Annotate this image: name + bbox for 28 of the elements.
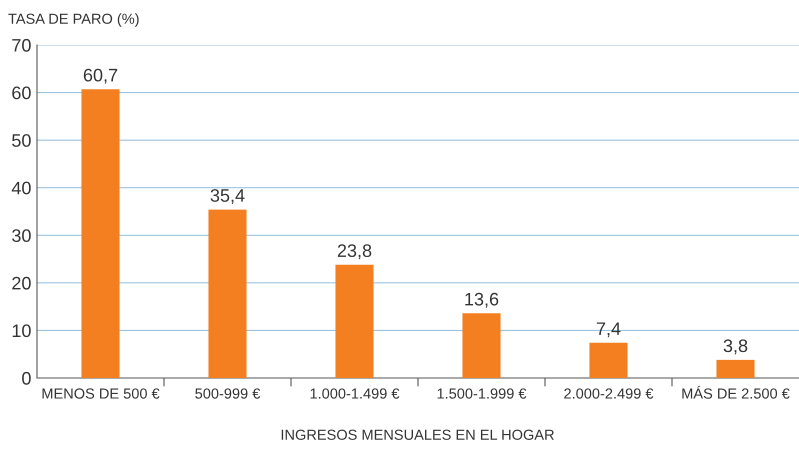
bar xyxy=(208,210,247,378)
x-tick-label: 1.000-1.499 € xyxy=(310,388,400,399)
x-tick-label: 2.000-2.499 € xyxy=(564,388,654,399)
x-tick-label: MÁS DE 2.500 € xyxy=(682,386,790,399)
bar xyxy=(335,264,374,378)
y-tick-label: 60 xyxy=(12,86,31,100)
y-tick-label: 10 xyxy=(12,324,31,338)
x-tick-label: 1.500-1.999 € xyxy=(438,388,526,399)
data-label: 3,8 xyxy=(724,339,748,354)
y-axis-title: TASA DE PARO (%) xyxy=(8,13,139,27)
data-label: 60,7 xyxy=(84,68,118,84)
bar xyxy=(716,360,755,378)
bar xyxy=(462,313,501,378)
data-label: 35,4 xyxy=(210,189,245,204)
x-tick-label: MENOS DE 500 € xyxy=(42,388,160,399)
bar xyxy=(589,342,628,378)
x-tick-label: 500-999 € xyxy=(195,388,260,399)
y-tick-label: 50 xyxy=(12,134,31,147)
y-tick-label: 70 xyxy=(12,38,31,52)
bar xyxy=(81,89,120,378)
data-label: 23,8 xyxy=(338,244,372,260)
y-tick-label: 20 xyxy=(12,276,31,290)
x-axis-title: INGRESOS MENSUALES EN EL HOGAR xyxy=(282,430,554,440)
data-label: 13,6 xyxy=(465,292,498,308)
y-tick-label: 30 xyxy=(12,229,31,242)
y-tick-label: 40 xyxy=(12,182,31,194)
data-label: 7,4 xyxy=(596,322,621,338)
y-tick-label: 0 xyxy=(22,372,31,385)
